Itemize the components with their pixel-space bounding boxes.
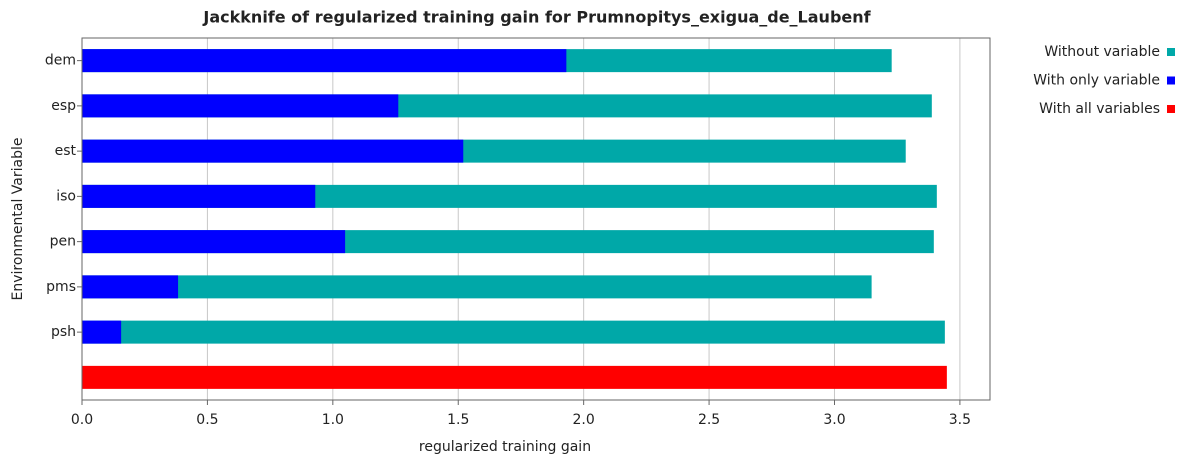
- chart-title: Jackknife of regularized training gain f…: [202, 8, 871, 27]
- bar: [82, 320, 945, 344]
- legend-swatch: [1167, 105, 1175, 113]
- x-tick-label: 0.5: [196, 412, 218, 428]
- bar: [82, 139, 464, 163]
- x-tick-label: 1.5: [447, 412, 469, 428]
- x-tick-label: 2.5: [698, 412, 720, 428]
- y-tick-label: pen: [50, 234, 76, 250]
- y-tick-label: est: [55, 143, 77, 159]
- x-tick-label: 3.0: [823, 412, 845, 428]
- bar: [82, 365, 947, 389]
- x-tick-label: 2.0: [573, 412, 595, 428]
- legend-label: With all variables: [1039, 101, 1160, 117]
- bar: [82, 230, 346, 254]
- legend-label: Without variable: [1044, 44, 1160, 60]
- x-tick-label: 3.5: [949, 412, 971, 428]
- x-tick-label: 0.0: [71, 412, 93, 428]
- plot-frame: [81, 37, 991, 401]
- x-axis-label: regularized training gain: [419, 439, 591, 455]
- bar: [82, 275, 872, 299]
- y-axis-label: Environmental Variable: [10, 138, 26, 301]
- legend-swatch: [1167, 48, 1175, 56]
- y-tick-label: psh: [51, 324, 76, 340]
- bar: [82, 320, 122, 344]
- legend-swatch: [1167, 76, 1175, 85]
- bar: [82, 184, 316, 208]
- y-tick-label: dem: [45, 53, 76, 69]
- bar: [82, 275, 179, 299]
- bar: [82, 94, 399, 118]
- legend-label: With only variable: [1033, 73, 1160, 89]
- y-tick-label: esp: [51, 98, 76, 114]
- x-tick-label: 1.0: [322, 412, 344, 428]
- y-tick-label: iso: [56, 188, 76, 204]
- bar: [82, 49, 567, 73]
- y-tick-label: pms: [46, 279, 76, 295]
